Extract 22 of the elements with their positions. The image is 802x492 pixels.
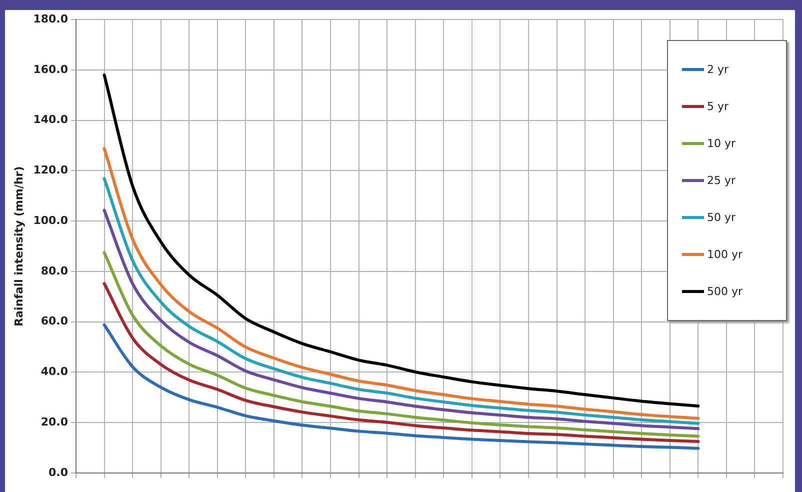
y-tick-label: 20.0	[40, 415, 68, 428]
line-series	[102, 74, 700, 408]
y-tick-label: 180.0	[33, 12, 68, 26]
y-tick-label: 60.0	[40, 314, 68, 328]
y-tick-label: 160.0	[33, 62, 68, 76]
legend-label: 5 yr	[707, 100, 729, 113]
y-tick-label: 120.0	[33, 164, 68, 177]
y-tick-label: 100.0	[33, 214, 68, 227]
y-tick-label: 140.0	[33, 113, 68, 126]
legend-label: 25 yr	[707, 174, 736, 187]
legend-label: 50 yr	[707, 211, 736, 224]
legend-label: 100 yr	[707, 248, 743, 261]
legend-label: 500 yr	[707, 285, 743, 298]
legend-label: 2 yr	[707, 63, 729, 76]
line-series	[102, 282, 700, 444]
line-series	[102, 323, 700, 450]
y-tick-label: 0.0	[48, 466, 68, 479]
y-tick-label: 40.0	[40, 365, 68, 378]
legend-label: 10 yr	[707, 137, 736, 150]
y-axis-title: Rainfall intensity (mm/hr)	[12, 166, 26, 326]
line-series	[102, 251, 700, 438]
y-tick-label: 80.0	[40, 264, 68, 278]
